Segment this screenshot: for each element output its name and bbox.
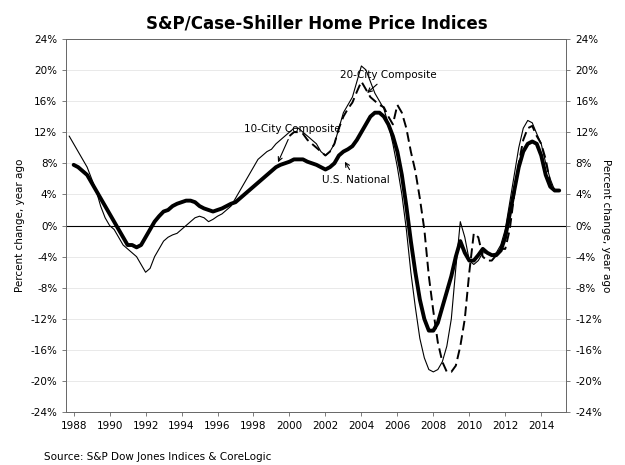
Text: Source: S&P Dow Jones Indices & CoreLogic: Source: S&P Dow Jones Indices & CoreLogi… <box>44 452 271 462</box>
Y-axis label: Percent change, year ago: Percent change, year ago <box>15 159 25 292</box>
Text: 20-City Composite: 20-City Composite <box>340 70 436 92</box>
Y-axis label: Percent change, year ago: Percent change, year ago <box>601 159 611 292</box>
Title: S&P/Case-Shiller Home Price Indices: S&P/Case-Shiller Home Price Indices <box>146 15 488 33</box>
Text: 10-City Composite: 10-City Composite <box>244 124 341 161</box>
Text: U.S. National: U.S. National <box>322 163 389 185</box>
